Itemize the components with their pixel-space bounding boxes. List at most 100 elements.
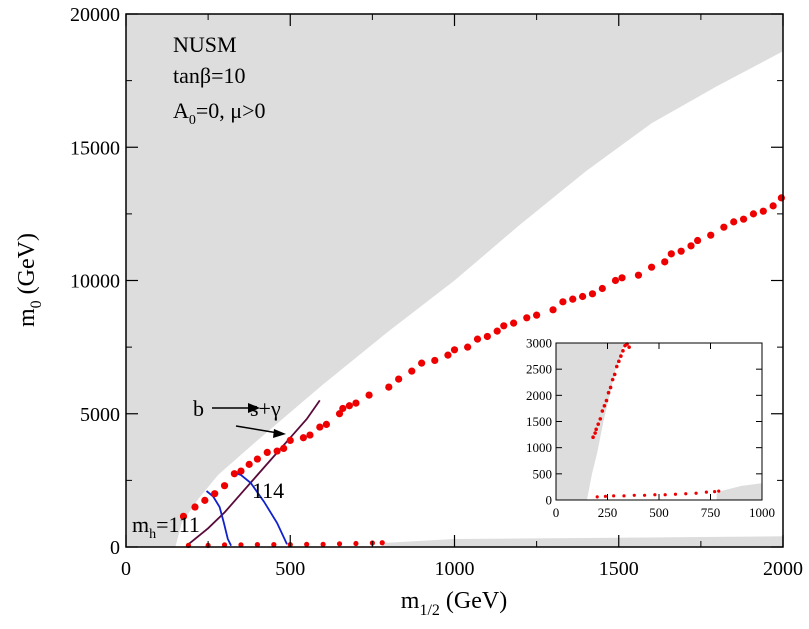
higgs-114-contour (234, 471, 288, 545)
mh-main: m (132, 512, 149, 537)
inset-y-tick-label: 1500 (526, 414, 552, 429)
a0-sub: 0 (189, 113, 196, 128)
inset-upper-point (598, 417, 603, 421)
upper-branch-point (306, 431, 314, 439)
y-axis-label-unit: (GeV) (14, 233, 40, 300)
upper-branch-point (611, 276, 620, 285)
upper-branch-point (273, 447, 281, 455)
inset-upper-point (604, 398, 609, 403)
model-label: NUSM (173, 32, 237, 57)
inset-lower-point (603, 494, 608, 498)
inset-upper-point (608, 385, 613, 390)
upper-branch-point (253, 455, 261, 463)
mh-114-label: 114 (252, 478, 284, 503)
lower-branch-point (379, 540, 385, 546)
x-axis-label-unit: (GeV) (440, 588, 507, 614)
upper-branch-point (707, 231, 715, 239)
inset-upper-point (593, 431, 597, 435)
inset-upper-point (614, 364, 619, 369)
lower-branch-point (238, 542, 244, 548)
a0-main: A (173, 98, 189, 123)
inset-x-tick-label: 750 (701, 505, 721, 520)
inset-y-tick-label: 0 (546, 493, 553, 508)
a0-rest: =0, μ>0 (196, 98, 266, 123)
y-tick-label: 10000 (70, 271, 120, 293)
bsgamma-curve (187, 399, 321, 545)
inset-x-tick-label: 0 (553, 505, 560, 520)
upper-branch-point (280, 444, 288, 452)
inset-excluded-region-lower (716, 483, 762, 500)
upper-branch-point (730, 218, 738, 226)
upper-branch-point (523, 314, 531, 322)
inset-upper-point (594, 427, 598, 432)
upper-branch-point (510, 319, 518, 327)
bsgamma-arrow-head (248, 403, 260, 413)
inset-y-tick-label: 500 (533, 466, 553, 481)
bsgamma-b-label: b (193, 396, 204, 421)
upper-branch-point (201, 496, 209, 504)
upper-branch-point (677, 247, 685, 255)
lower-branch-point (320, 541, 326, 547)
inset-points (591, 342, 721, 499)
y-axis-label-main: m (14, 308, 40, 327)
x-tick-label: 0 (121, 558, 131, 580)
lower-branch-point (336, 541, 343, 547)
lower-branch-point (221, 542, 228, 548)
mh-value: =111 (156, 512, 200, 537)
upper-branch-point (473, 335, 482, 343)
x-axis-label-main: m (401, 588, 420, 614)
x-axis-label: m1/2 (GeV) (401, 588, 507, 619)
inset-x-tick-label: 1000 (749, 505, 775, 520)
inset-lower-point (673, 492, 678, 496)
inset-excluded-regions (556, 343, 762, 500)
inset-y-tick-label: 1000 (526, 440, 552, 455)
upper-branch-point (299, 434, 307, 442)
upper-branch-point (365, 391, 373, 399)
upper-branch-point (408, 367, 416, 375)
y-tick-label: 0 (110, 537, 120, 559)
upper-branch-point (220, 482, 229, 490)
upper-branch-point (618, 274, 626, 282)
excluded-region-upper-left (126, 14, 783, 547)
inset-upper-point (621, 349, 625, 353)
upper-branch-point (230, 470, 239, 478)
upper-branch-point (322, 420, 330, 429)
y-axis-label: m0 (GeV) (14, 233, 45, 327)
inset-upper-point (606, 390, 611, 395)
bsgamma-pointer-head (273, 429, 286, 438)
upper-branch-point (237, 467, 245, 475)
inset-upper-point (612, 372, 617, 377)
bsgamma-rest-label: s+γ (250, 396, 281, 421)
upper-branch-point (286, 436, 294, 444)
upper-branch-point (431, 356, 439, 365)
upper-branch-point (263, 448, 271, 456)
upper-branch-point (493, 327, 501, 335)
upper-branch-point (769, 202, 777, 210)
upper-branch-point (667, 250, 675, 258)
upper-branch-point (569, 295, 577, 303)
inset-upper-point (627, 345, 631, 349)
inset-chart: 0 250 500 750 1000 0 500 1000 1500 2000 2500 3000 (526, 336, 775, 521)
lower-branch-point (304, 541, 310, 547)
upper-branch-point (444, 351, 452, 359)
upper-branch-point (385, 383, 393, 391)
upper-branch-point (352, 399, 360, 407)
upper-branch-point (661, 258, 669, 266)
inset-lower-point (663, 493, 667, 497)
upper-branch-point (559, 298, 567, 306)
inset-x-tick-label: 250 (598, 505, 618, 520)
inset-x-tick-label: 500 (649, 505, 669, 520)
excluded-region-lower (382, 536, 783, 547)
y-tick-label: 20000 (70, 4, 120, 26)
x-tick-label: 2000 (763, 558, 803, 580)
upper-branch-point (588, 290, 597, 298)
inset-lower-point (632, 493, 636, 497)
lower-branch-point (271, 542, 277, 548)
upper-branch-point (339, 404, 347, 413)
inset-upper-point (610, 377, 615, 382)
bsgamma-pointer (235, 425, 279, 434)
inset-lower-point (612, 494, 616, 498)
upper-branch-point (598, 284, 606, 293)
